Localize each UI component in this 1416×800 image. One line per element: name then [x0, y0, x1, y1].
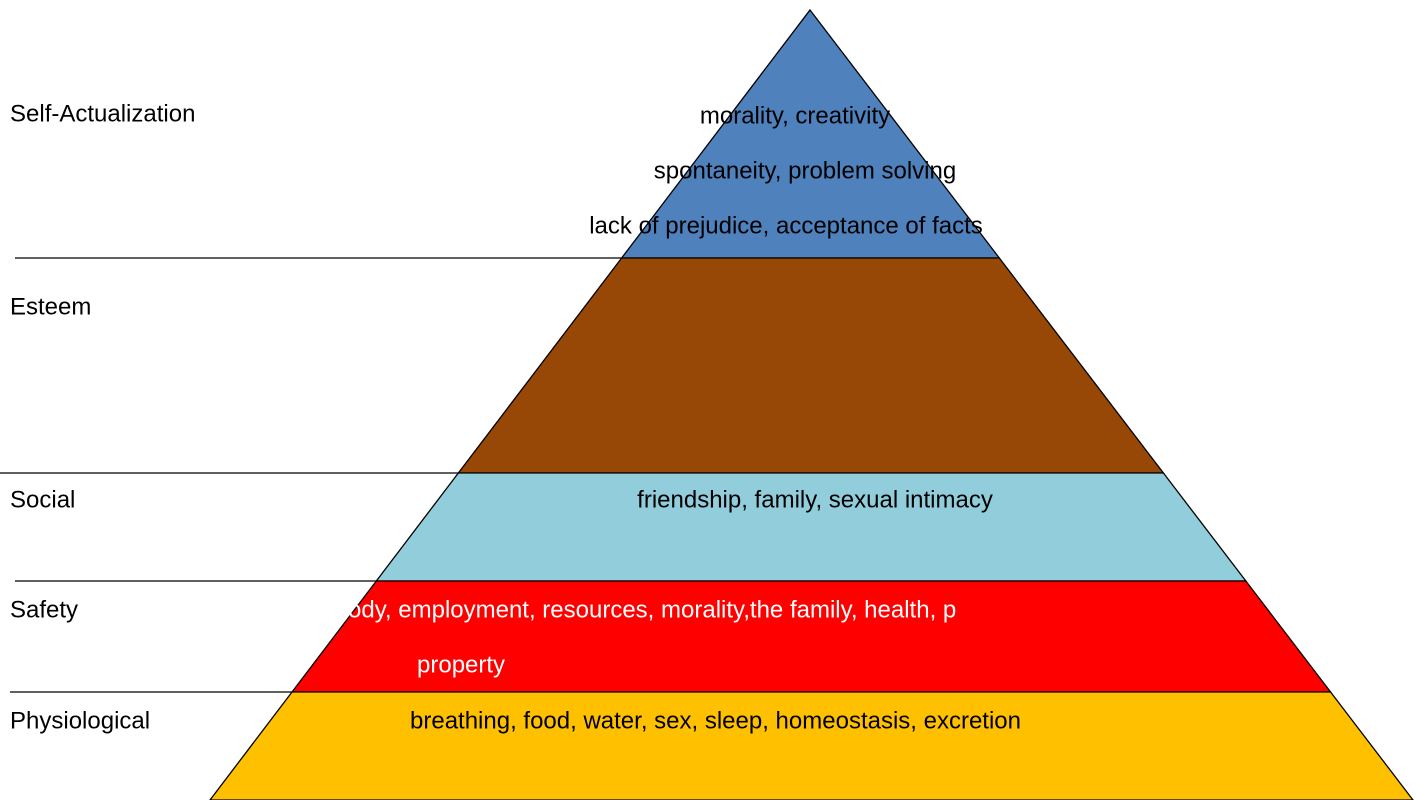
- level-name: Social: [10, 486, 75, 513]
- pyramid-level: [457, 257, 1165, 474]
- level-name: Esteem: [10, 293, 91, 320]
- level-description: friendship, family, sexual intimacy: [637, 486, 993, 513]
- level-description: spontaneity, problem solving: [654, 157, 956, 184]
- level-description: property: [417, 651, 505, 678]
- level-description: breathing, food, water, sex, sleep, home…: [410, 707, 1021, 734]
- level-name: Self-Actualization: [10, 100, 195, 127]
- pyramid-level: [209, 691, 1414, 800]
- level-name: Physiological: [10, 707, 150, 734]
- level-description: ody, employment, resources, morality,the…: [348, 596, 956, 623]
- level-name: Safety: [10, 596, 78, 623]
- level-description: morality, creativity: [700, 102, 890, 129]
- level-description: lack of prejudice, acceptance of facts: [589, 212, 983, 239]
